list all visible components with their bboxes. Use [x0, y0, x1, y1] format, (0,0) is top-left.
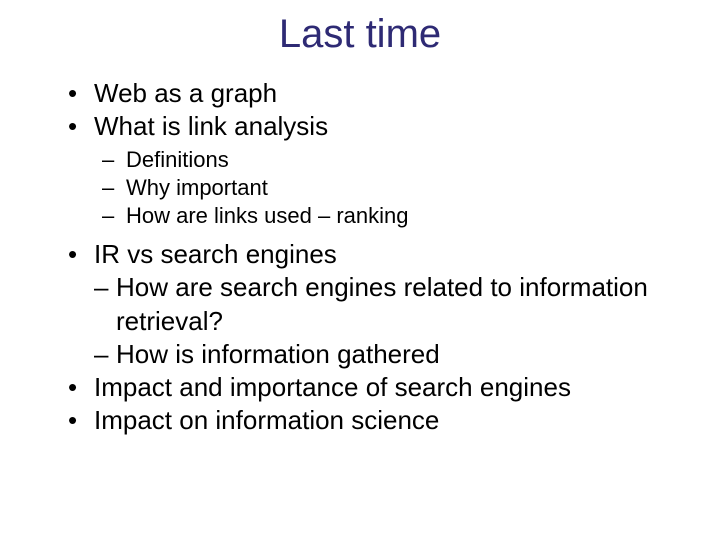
sub-bullet-item: How are search engines related to inform… [94, 271, 660, 338]
bullet-list-level1: Web as a graph What is link analysis Def… [66, 77, 660, 438]
slide: Last time Web as a graph What is link an… [0, 0, 720, 540]
sub-bullet-item: How are links used – ranking [102, 202, 660, 230]
bullet-item: Impact on information science [66, 404, 660, 437]
sub-bullet-text: How are search engines related to inform… [116, 272, 648, 335]
bullet-text: What is link analysis [94, 111, 328, 141]
bullet-text: Impact on information science [94, 405, 439, 435]
sub-bullet-item: Definitions [102, 146, 660, 174]
bullet-item: Web as a graph [66, 77, 660, 110]
bullet-text: Web as a graph [94, 78, 277, 108]
bullet-item: Impact and importance of search engines [66, 371, 660, 404]
bullet-list-level2b: How are search engines related to inform… [94, 271, 660, 371]
bullet-item: What is link analysis Definitions Why im… [66, 110, 660, 230]
sub-bullet-text: How are links used – ranking [126, 203, 408, 228]
bullet-list-level2: Definitions Why important How are links … [94, 146, 660, 230]
sub-bullet-text: How is information gathered [116, 339, 440, 369]
slide-title: Last time [60, 12, 660, 57]
sub-bullet-item: How is information gathered [94, 338, 660, 371]
bullet-text: IR vs search engines [94, 239, 337, 269]
sub-bullet-text: Definitions [126, 147, 229, 172]
sub-bullet-text: Why important [126, 175, 268, 200]
sub-bullet-item: Why important [102, 174, 660, 202]
bullet-item: IR vs search engines How are search engi… [66, 238, 660, 371]
bullet-text: Impact and importance of search engines [94, 372, 571, 402]
